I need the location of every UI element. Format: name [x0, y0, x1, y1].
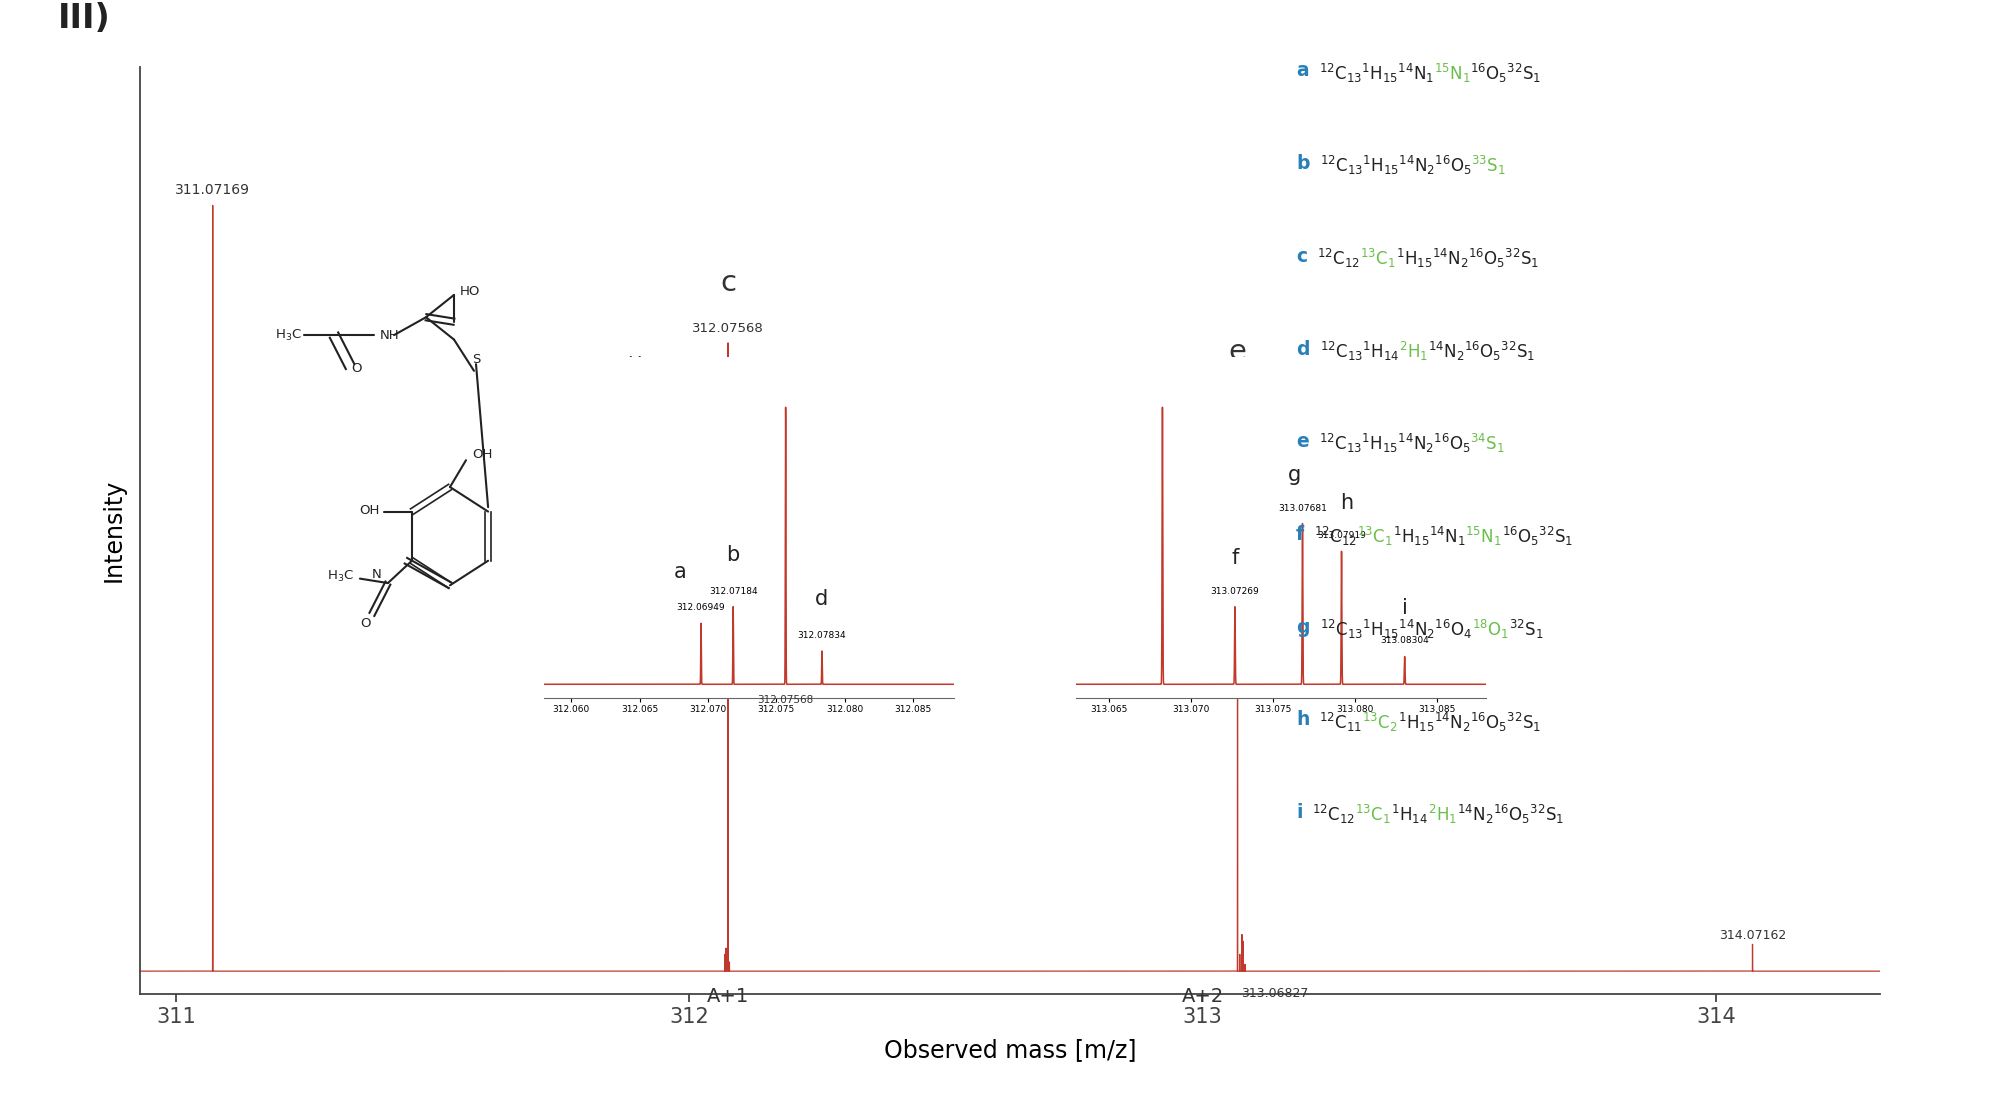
Text: $^{34}$S$_{1}$: $^{34}$S$_{1}$ — [1470, 432, 1506, 456]
Text: g: g — [1224, 615, 1242, 641]
Text: 312.07184: 312.07184 — [708, 586, 758, 595]
Text: $^{12}$C$_{13}$$^{1}$H$_{15}$$^{14}$N$_{2}$$^{16}$O$_{5}$: $^{12}$C$_{13}$$^{1}$H$_{15}$$^{14}$N$_{… — [1320, 154, 1472, 178]
Text: III): III) — [58, 2, 110, 35]
Text: $^{13}$C$_{1}$: $^{13}$C$_{1}$ — [1358, 525, 1392, 548]
Text: b: b — [1296, 154, 1310, 173]
Text: N: N — [372, 567, 382, 581]
Text: e: e — [1228, 337, 1246, 366]
Text: $^{32}$S$_{1}$: $^{32}$S$_{1}$ — [1508, 618, 1544, 641]
Text: OH: OH — [360, 504, 380, 517]
Text: i: i — [1296, 803, 1302, 822]
Text: $^{16}$O$_{5}$$^{32}$S$_{1}$: $^{16}$O$_{5}$$^{32}$S$_{1}$ — [1502, 525, 1572, 548]
Text: 312.07568: 312.07568 — [758, 696, 814, 705]
Text: a: a — [1296, 61, 1308, 80]
Text: $^{12}$C$_{13}$$^{1}$H$_{15}$$^{14}$N$_{1}$: $^{12}$C$_{13}$$^{1}$H$_{15}$$^{14}$N$_{… — [1318, 61, 1434, 85]
Text: $^{12}$C$_{13}$$^{1}$H$_{14}$: $^{12}$C$_{13}$$^{1}$H$_{14}$ — [1320, 340, 1398, 363]
Text: 313.07919: 313.07919 — [1318, 532, 1366, 541]
Text: a: a — [674, 562, 686, 582]
Text: f: f — [1296, 525, 1304, 544]
Text: $^{13}$C$_{1}$: $^{13}$C$_{1}$ — [1360, 247, 1396, 270]
X-axis label: Observed mass [m/z]: Observed mass [m/z] — [884, 1039, 1136, 1062]
Text: $^{2}$H$_{1}$: $^{2}$H$_{1}$ — [1428, 803, 1458, 827]
Text: 313.08304: 313.08304 — [1380, 637, 1430, 646]
Text: A+2: A+2 — [1182, 987, 1224, 1006]
Text: $^{14}$N$_{2}$$^{16}$O$_{5}$$^{32}$S$_{1}$: $^{14}$N$_{2}$$^{16}$O$_{5}$$^{32}$S$_{1… — [1428, 340, 1536, 363]
Text: $^{2}$H$_{1}$: $^{2}$H$_{1}$ — [1398, 340, 1428, 363]
Text: 312.07834: 312.07834 — [798, 631, 846, 640]
Text: $^{13}$C$_{2}$: $^{13}$C$_{2}$ — [1362, 710, 1398, 734]
Text: S: S — [472, 353, 480, 366]
Text: $^{1}$H$_{14}$: $^{1}$H$_{14}$ — [1392, 803, 1428, 827]
Y-axis label: Intensity: Intensity — [102, 479, 126, 582]
Text: 313.07681: 313.07681 — [1278, 504, 1326, 513]
Text: h: h — [1340, 493, 1352, 513]
Text: d: d — [816, 590, 828, 610]
Text: $^{12}$C$_{11}$: $^{12}$C$_{11}$ — [1320, 710, 1362, 734]
Text: $^{14}$N$_{2}$$^{16}$O$_{5}$$^{32}$S$_{1}$: $^{14}$N$_{2}$$^{16}$O$_{5}$$^{32}$S$_{1… — [1458, 803, 1564, 827]
Text: g: g — [1296, 618, 1310, 637]
Text: O: O — [360, 617, 372, 630]
Text: A+1: A+1 — [706, 987, 750, 1006]
Text: HO: HO — [460, 285, 480, 298]
Text: $^{12}$C$_{12}$: $^{12}$C$_{12}$ — [1314, 525, 1358, 548]
Text: 311.07169: 311.07169 — [176, 183, 250, 198]
Text: e: e — [1296, 432, 1308, 451]
Text: $^{1}$H$_{15}$$^{14}$N$_{2}$$^{16}$O$_{5}$$^{32}$S$_{1}$: $^{1}$H$_{15}$$^{14}$N$_{2}$$^{16}$O$_{5… — [1396, 247, 1538, 270]
Text: $^{12}$C$_{12}$: $^{12}$C$_{12}$ — [1312, 803, 1356, 827]
Text: 313.06827: 313.06827 — [1240, 987, 1308, 1000]
Text: 312.07568: 312.07568 — [692, 322, 764, 335]
Text: h: h — [1244, 615, 1262, 641]
Text: b: b — [726, 545, 740, 565]
Text: $^{1}$H$_{15}$$^{14}$N$_{2}$$^{16}$O$_{5}$$^{32}$S$_{1}$: $^{1}$H$_{15}$$^{14}$N$_{2}$$^{16}$O$_{5… — [1398, 710, 1542, 734]
Text: H$_3$C: H$_3$C — [276, 327, 302, 343]
Text: $^{12}$C$_{13}$$^{1}$H$_{15}$$^{14}$N$_{2}$$^{16}$O$_{5}$: $^{12}$C$_{13}$$^{1}$H$_{15}$$^{14}$N$_{… — [1318, 432, 1470, 456]
Text: g: g — [1288, 465, 1300, 485]
Text: OH: OH — [472, 448, 492, 461]
Text: 313.07269: 313.07269 — [1210, 586, 1260, 595]
Text: $^{15}$N$_{1}$: $^{15}$N$_{1}$ — [1466, 525, 1502, 548]
Text: $^{12}$C$_{12}$: $^{12}$C$_{12}$ — [1318, 247, 1360, 270]
Text: $^{12}$C$_{13}$$^{1}$H$_{15}$$^{14}$N$_{2}$$^{16}$O$_{4}$: $^{12}$C$_{13}$$^{1}$H$_{15}$$^{14}$N$_{… — [1320, 618, 1472, 641]
Text: h: h — [1296, 710, 1310, 729]
Text: $^{13}$C$_{1}$: $^{13}$C$_{1}$ — [1356, 803, 1392, 827]
Text: $^{1}$H$_{15}$$^{14}$N$_{1}$: $^{1}$H$_{15}$$^{14}$N$_{1}$ — [1392, 525, 1466, 548]
Text: 312.06949: 312.06949 — [676, 603, 726, 612]
Text: $^{15}$N$_{1}$: $^{15}$N$_{1}$ — [1434, 61, 1470, 85]
Text: $^{33}$S$_{1}$: $^{33}$S$_{1}$ — [1472, 154, 1506, 178]
Text: c: c — [1296, 247, 1308, 266]
Text: NH: NH — [380, 328, 400, 342]
Text: c: c — [720, 269, 736, 297]
Text: $^{16}$O$_{5}$$^{32}$S$_{1}$: $^{16}$O$_{5}$$^{32}$S$_{1}$ — [1470, 61, 1542, 85]
Text: 313.06827: 313.06827 — [1202, 399, 1274, 412]
Text: i: i — [1402, 598, 1408, 618]
Text: H$^{-}$: H$^{-}$ — [628, 354, 654, 373]
Text: d: d — [1296, 340, 1310, 359]
Text: $^{18}$O$_{1}$: $^{18}$O$_{1}$ — [1472, 618, 1508, 641]
Text: f: f — [1232, 548, 1238, 567]
Text: H$_3$C: H$_3$C — [326, 569, 354, 584]
Text: 314.07162: 314.07162 — [1718, 929, 1786, 942]
Text: O: O — [350, 362, 362, 375]
